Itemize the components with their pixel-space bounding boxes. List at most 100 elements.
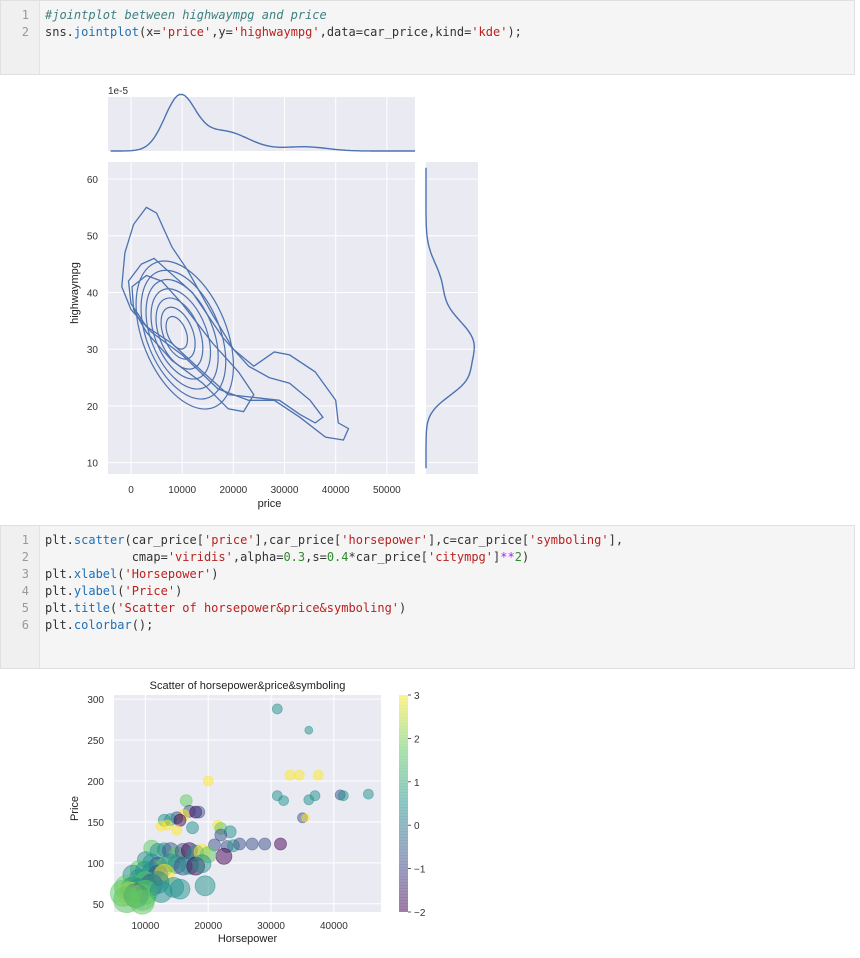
code-token: ,data=car_price,kind= [319,25,472,39]
code-token: ) [399,601,407,615]
line-number: 1 [21,8,29,22]
colorbar-tick-label: 0 [414,821,420,832]
scatter-point [362,788,374,800]
x-tick-label: 40000 [322,485,350,496]
code-text: #jointplot between highwaympg and price [45,7,327,24]
x-axis-label: price [258,498,282,510]
code-cell-1[interactable]: 1 #jointplot between highwaympg and price… [0,0,855,75]
code-token: ) [211,567,219,581]
marginal-x-kde [110,93,415,152]
code-token: xlabel [73,567,118,581]
line-number: 2 [21,25,29,39]
code-token: plt. [45,584,74,598]
scatter-point [186,821,199,835]
scatter-point [233,837,247,851]
kde-contour [127,257,324,424]
scatter-point [274,837,287,851]
scatter-point [214,828,228,842]
y-tick-label: 300 [87,695,104,706]
code-token: 0.3 [283,550,306,564]
scatter-point [309,790,321,802]
code-text: plt.colorbar(); [45,617,153,634]
y-axis-label: Price [69,796,81,821]
code-token: scatter [73,533,125,547]
code-token: ], [608,533,624,547]
x-tick-label: 30000 [271,485,299,496]
kde-jointplot: 0 10000 20000 30000 40000 50000 10 20 30 40 50 60 pr… [69,86,478,510]
plot-area [108,162,415,474]
scatter-point [304,725,314,735]
colorbar-tick-label: 3 [414,691,420,702]
scatter-point [192,854,212,874]
code-token: ,s= [305,550,327,564]
scatter-point [173,813,187,827]
code-token: ( [117,584,125,598]
code-cell-2[interactable]: 1 plt.scatter(car_price['price'],car_pric… [0,525,855,669]
scatter-point [245,837,259,851]
line-number: 3 [21,567,29,581]
code-token: ) [521,550,530,564]
y-tick-label: 40 [87,288,99,299]
code-token: ] [493,550,501,564]
code-token: *car_price[ [348,550,428,564]
line-number: 1 [21,533,29,547]
y-tick-label: 10 [87,459,99,470]
colorbar-tick-label: 2 [414,734,420,745]
marginal-y-kde [425,167,476,469]
code-token: plt. [45,567,74,581]
code-token: 'horsepower' [341,533,428,547]
code-text: plt.scatter(car_price['price'],car_price… [45,532,623,549]
code-token: 'highwaympg' [232,25,320,39]
colorbar-tick-label: −2 [414,908,426,919]
y-tick-label: 200 [87,777,104,788]
scatter-point [194,875,216,897]
colorbar-tick-label: 1 [414,778,420,789]
code-token: 'price' [203,533,255,547]
code-token: sns. [45,25,74,39]
y-tick-label: 100 [87,859,104,870]
scatter-point [278,795,290,807]
scatter-point [258,837,272,851]
kde-contour-inner [150,288,212,380]
code-token: (x= [138,25,161,39]
scatter-point [171,824,183,836]
code-token: (car_price[ [124,533,204,547]
code-token: ylabel [73,584,118,598]
code-text: plt.title('Scatter of horsepower&price&s… [45,600,406,617]
code-token: colorbar [73,618,132,632]
y-tick-label: 150 [87,818,104,829]
code-token: (); [131,618,154,632]
scatter-point [312,769,324,781]
y-tick-label: 50 [93,900,105,911]
colorbar-tick-label: −1 [414,865,426,876]
scatter-point [161,819,173,831]
code-token: jointplot [73,25,139,39]
code-token: 0.4 [326,550,349,564]
line-number: 6 [21,618,29,632]
y-tick-label: 20 [87,402,99,413]
code-token: plt. [45,533,74,547]
x-tick-label: 20000 [194,921,222,932]
kde-contour-inner [160,306,196,360]
line-number: 5 [21,601,29,615]
code-token: #jointplot between highwaympg and price [45,8,327,22]
code-token: ** [500,550,515,564]
code-token: 'price' [160,25,212,39]
x-tick-label: 10000 [132,921,160,932]
scatter-point [271,703,283,715]
kde-contour-inner [165,315,189,350]
scatter-point [202,775,214,787]
code-text: plt.xlabel('Horsepower') [45,566,218,583]
code-token: plt. [45,618,74,632]
marginal-y-area [426,162,478,474]
code-token: 'symboling' [529,533,609,547]
y-tick-label: 50 [87,232,99,243]
scatter-point [149,880,173,903]
kde-contour [121,206,350,441]
code-token: title [73,601,111,615]
line-number-gutter [1,526,40,668]
marginal-x-area [108,97,415,151]
code-token: ( [110,601,118,615]
y-tick-label: 60 [87,175,99,186]
x-tick-label: 50000 [373,485,401,496]
